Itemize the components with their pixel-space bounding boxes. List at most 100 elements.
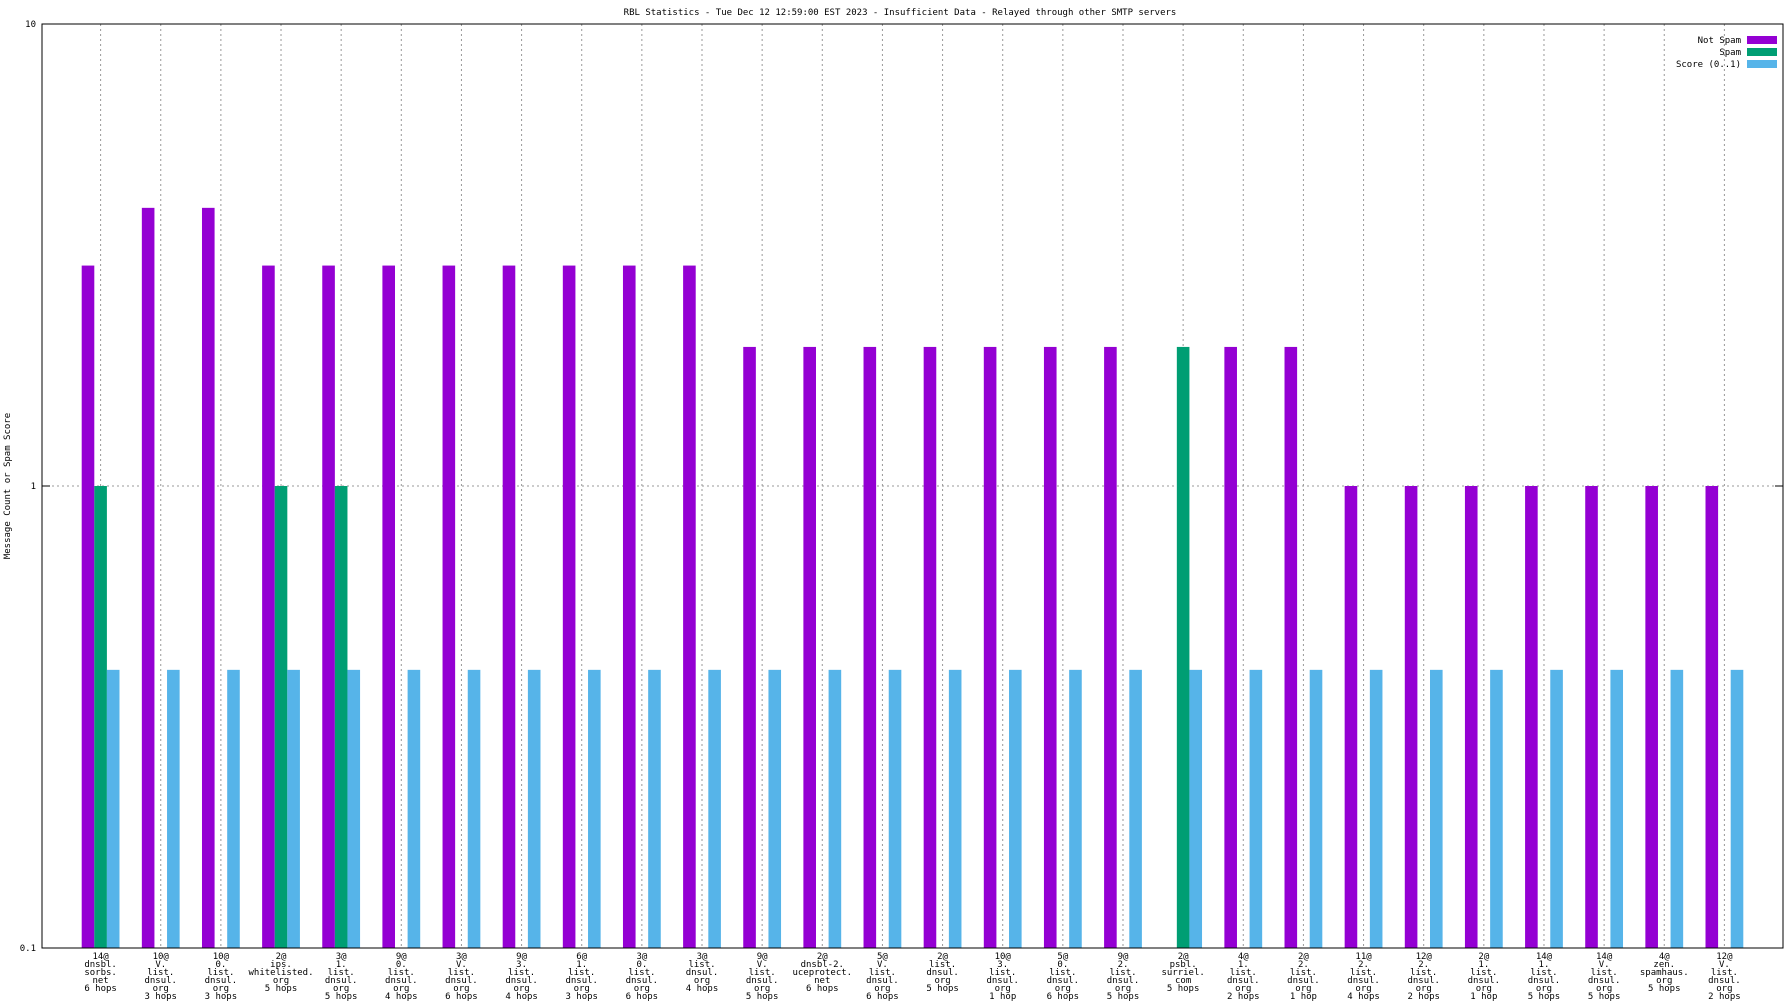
x-tick-label: org	[393, 984, 409, 994]
bar	[708, 669, 721, 948]
bar	[106, 669, 120, 948]
x-tick-label: 2.	[1358, 960, 1369, 970]
x-tick-label: 3@	[456, 952, 467, 962]
bar	[562, 265, 576, 949]
x-tick-label: list.	[1470, 968, 1497, 978]
x-tick-label: 5 hops	[1107, 992, 1140, 1002]
x-tick-label: 2.	[1298, 960, 1309, 970]
x-tick-label: 5 hops	[1648, 984, 1681, 994]
x-tick-label: 2 hops	[1708, 992, 1741, 1002]
bar	[1176, 346, 1190, 948]
x-tick-label: 9@	[1118, 952, 1129, 962]
plot-frame	[41, 23, 1784, 949]
x-tick-label: org	[1476, 984, 1492, 994]
x-tick-label: 9@	[757, 952, 768, 962]
x-tick-label: 6 hops	[626, 992, 659, 1002]
bar	[683, 265, 696, 949]
x-tick-label: 5 hops	[746, 992, 779, 1002]
x-tick-label: org	[333, 984, 349, 994]
x-tick-label: dnsul.	[1227, 976, 1260, 986]
x-tick-label: 3@	[336, 952, 347, 962]
x-tick-label: dnsul.	[325, 976, 358, 986]
x-tick-label: org	[1235, 984, 1251, 994]
x-tick-label: list.	[207, 968, 234, 978]
x-tick-label: list.	[1410, 968, 1437, 978]
bar	[1189, 669, 1203, 948]
x-tick-label: 1 hop	[1470, 992, 1497, 1002]
x-tick-label: 5@	[877, 952, 888, 962]
x-tick-label: 3@	[697, 952, 708, 962]
bar	[81, 265, 95, 949]
x-tick-label: 2.	[1418, 960, 1429, 970]
bar	[1104, 346, 1117, 948]
x-tick-label: dnsul.	[746, 976, 779, 986]
x-tick-label: 1.	[1539, 960, 1550, 970]
x-tick-label: ips.	[270, 960, 292, 970]
x-tick-label: list.	[628, 968, 655, 978]
bar	[1249, 669, 1263, 948]
x-tick-label: org	[513, 984, 529, 994]
bar	[1404, 486, 1418, 948]
x-tick-label: 1 hop	[1290, 992, 1317, 1002]
x-tick-label: org	[934, 976, 950, 986]
x-tick-label: psbl.	[1170, 960, 1197, 970]
bar	[1610, 669, 1624, 948]
legend-label: Spam	[1719, 48, 1741, 58]
x-tick-label: org	[694, 976, 710, 986]
x-tick-label: 5 hops	[325, 992, 358, 1002]
x-tick-label: dnsul.	[626, 976, 659, 986]
bar	[1284, 346, 1298, 948]
x-tick-label: net	[814, 976, 830, 986]
x-tick-label: 6 hops	[84, 984, 117, 994]
bar	[1645, 486, 1658, 948]
x-tick-label: org	[1115, 984, 1131, 994]
x-tick-label: org	[1596, 984, 1612, 994]
x-tick-label: 5 hops	[1167, 984, 1200, 994]
x-tick-label: dnsul.	[1287, 976, 1320, 986]
bar	[1585, 486, 1598, 948]
bar	[1369, 669, 1383, 948]
x-tick-label: list.	[1230, 968, 1257, 978]
x-tick-label: 12@	[1416, 952, 1433, 962]
x-tick-label: dnsul.	[1047, 976, 1080, 986]
x-tick-label: 14@	[92, 952, 109, 962]
x-tick-label: 4 hops	[385, 992, 418, 1002]
bar	[274, 486, 288, 948]
x-tick-label: list.	[749, 968, 776, 978]
legend-label: Score (0..1)	[1676, 60, 1741, 70]
x-tick-label: dnsul.	[205, 976, 238, 986]
x-tick-label: dnsul.	[926, 968, 959, 978]
bar	[167, 669, 180, 948]
x-tick-label: 14@	[1536, 952, 1553, 962]
x-tick-label: dnsul.	[385, 976, 418, 986]
bar	[1525, 486, 1538, 948]
x-tick-label: dnsul.	[686, 968, 719, 978]
x-tick-label: net	[92, 976, 108, 986]
x-tick-label: dnsul.	[1528, 976, 1561, 986]
bar	[201, 207, 215, 949]
x-tick-label: 1.	[336, 960, 347, 970]
bar	[622, 265, 636, 949]
x-tick-label: list.	[989, 968, 1016, 978]
x-tick-label: V.	[1599, 960, 1610, 970]
x-tick-label: 5 hops	[265, 984, 298, 994]
bar	[527, 669, 541, 948]
x-tick-label: 4@	[1659, 952, 1670, 962]
x-tick-label: org	[213, 984, 229, 994]
x-tick-label: org	[1355, 984, 1371, 994]
x-tick-label: dnsul.	[1468, 976, 1501, 986]
x-tick-label: V.	[757, 960, 768, 970]
x-tick-label: 11@	[1355, 952, 1372, 962]
bar	[1464, 486, 1478, 948]
x-tick-label: 0.	[636, 960, 647, 970]
x-tick-label: 5 hops	[926, 984, 959, 994]
bar	[1705, 486, 1719, 948]
x-tick-label: 0.	[396, 960, 407, 970]
x-tick-label: list.	[1049, 968, 1076, 978]
x-tick-label: dnsul.	[445, 976, 478, 986]
bar	[1129, 669, 1142, 948]
x-tick-label: V.	[456, 960, 467, 970]
bar	[1309, 669, 1323, 948]
bar	[1550, 669, 1563, 948]
